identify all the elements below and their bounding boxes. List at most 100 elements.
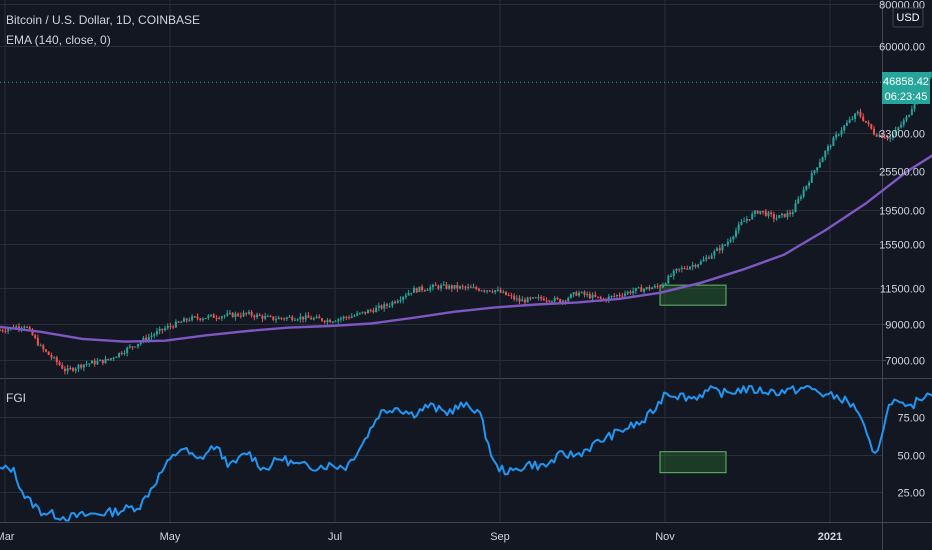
- candle-body: [128, 346, 131, 348]
- candle-body: [607, 296, 610, 301]
- candle-body: [164, 328, 167, 331]
- candle-body: [191, 316, 194, 321]
- candle-body: [242, 312, 245, 317]
- candle-body: [377, 305, 380, 308]
- candle-body: [126, 347, 129, 353]
- candle-body: [410, 292, 413, 294]
- candle-body: [310, 317, 313, 320]
- candle-body: [786, 212, 789, 218]
- candle-body: [118, 352, 121, 357]
- candle-body: [878, 134, 881, 137]
- candle-body: [588, 294, 591, 299]
- x-tick-label: Jul: [328, 531, 342, 543]
- candle-body: [472, 287, 475, 289]
- candle-body: [591, 294, 594, 299]
- candle-body: [85, 364, 88, 366]
- candle-body: [599, 297, 602, 299]
- candle-body: [670, 275, 673, 277]
- candle-body: [845, 122, 848, 126]
- candle-body: [304, 315, 307, 320]
- candle-body: [88, 363, 91, 365]
- candle-body: [283, 318, 286, 320]
- candle-body: [80, 364, 83, 368]
- candle-body: [664, 283, 667, 285]
- bar-countdown: 06:23:45: [885, 91, 928, 103]
- candle-body: [180, 321, 183, 323]
- candle-body: [618, 294, 621, 296]
- candle-body: [889, 137, 892, 139]
- candle-body: [694, 264, 697, 267]
- candle-body: [34, 335, 37, 338]
- candle-body: [429, 287, 432, 290]
- candle-body: [72, 368, 75, 371]
- y-tick-label: 60000.00: [879, 42, 925, 54]
- candle-body: [312, 318, 315, 320]
- candle-body: [196, 316, 199, 319]
- candle-body: [226, 313, 229, 316]
- candle-body: [883, 137, 886, 139]
- candle-body: [172, 326, 175, 328]
- candle-body: [445, 284, 448, 289]
- ema-legend: EMA (140, close, 0): [6, 33, 111, 47]
- candle-body: [440, 285, 443, 289]
- candle-body: [391, 301, 394, 306]
- candle-body: [548, 300, 551, 302]
- candle-body: [772, 213, 775, 219]
- candle-body: [315, 316, 318, 319]
- candle-body: [713, 251, 716, 256]
- price-axis[interactable]: 80000.00 60000.00 33000.00 25500.00 19500.00…: [879, 0, 925, 500]
- candle-body: [285, 317, 288, 319]
- candle-body: [337, 319, 340, 322]
- currency-badge[interactable]: [892, 7, 924, 28]
- fgi-layer: [0, 385, 932, 522]
- candlestick-series: [0, 71, 932, 375]
- candle-body: [245, 312, 248, 314]
- fgi-label: FGI: [6, 391, 26, 405]
- candle-body: [783, 213, 786, 218]
- candle-body: [569, 294, 572, 299]
- candle-body: [778, 215, 781, 219]
- candle-body: [299, 316, 302, 320]
- candle-body: [442, 284, 445, 286]
- candle-body: [840, 130, 843, 135]
- price-badge: [882, 72, 930, 104]
- candle-body: [358, 312, 361, 314]
- chart-title: Bitcoin / U.S. Dollar, 1D, COINBASE: [6, 13, 200, 27]
- candle-body: [780, 213, 783, 216]
- candle-body: [667, 275, 670, 284]
- candle-body: [721, 244, 724, 251]
- candle-body: [115, 356, 118, 358]
- time-axis[interactable]: MarMayJulSepNov2021MarMayJulSepNov: [0, 531, 932, 543]
- candle-body: [732, 236, 735, 240]
- candle-body: [185, 318, 188, 321]
- candle-body: [705, 257, 708, 260]
- candle-body: [854, 113, 857, 119]
- candle-body: [342, 316, 345, 319]
- candle-body: [153, 334, 156, 336]
- candle-body: [90, 360, 93, 364]
- y-tick-label: 80000.00: [879, 0, 925, 12]
- candle-body: [302, 316, 305, 320]
- candle-body: [394, 301, 397, 303]
- candle-body: [250, 311, 253, 316]
- candle-body: [637, 287, 640, 289]
- candle-body: [523, 299, 526, 303]
- candle-body: [872, 128, 875, 135]
- candle-body: [797, 198, 800, 204]
- candle-body: [864, 120, 867, 123]
- candle-body: [564, 300, 567, 302]
- candle-body: [629, 291, 632, 294]
- candle-body: [239, 315, 242, 317]
- candle-body: [526, 297, 529, 303]
- x-tick-label: Mar: [0, 531, 15, 543]
- candle-body: [293, 319, 296, 321]
- candle-body: [640, 287, 643, 292]
- candle-body: [491, 291, 494, 293]
- candle-body: [583, 291, 586, 295]
- candle-body: [886, 137, 889, 139]
- candle-body: [632, 290, 635, 294]
- candle-body: [737, 224, 740, 231]
- candle-body: [707, 257, 710, 259]
- candle-body: [418, 286, 421, 293]
